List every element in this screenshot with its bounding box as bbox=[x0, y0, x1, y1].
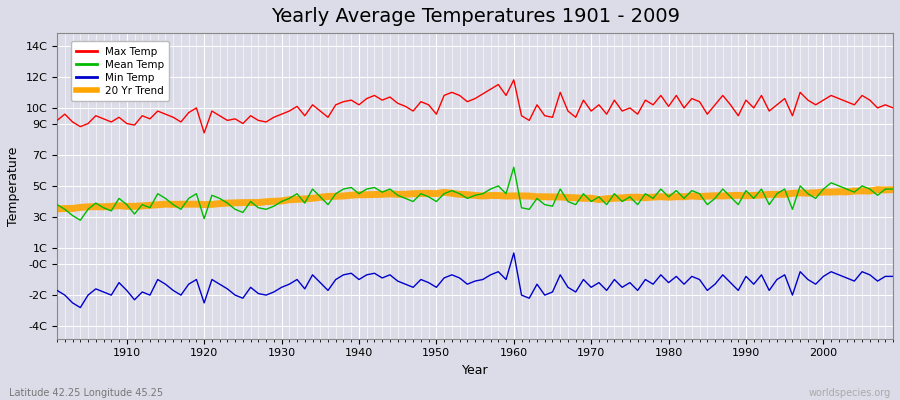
Text: worldspecies.org: worldspecies.org bbox=[809, 388, 891, 398]
Y-axis label: Temperature: Temperature bbox=[7, 146, 20, 226]
Legend: Max Temp, Mean Temp, Min Temp, 20 Yr Trend: Max Temp, Mean Temp, Min Temp, 20 Yr Tre… bbox=[71, 41, 169, 101]
Text: Latitude 42.25 Longitude 45.25: Latitude 42.25 Longitude 45.25 bbox=[9, 388, 163, 398]
Title: Yearly Average Temperatures 1901 - 2009: Yearly Average Temperatures 1901 - 2009 bbox=[271, 7, 680, 26]
X-axis label: Year: Year bbox=[462, 364, 489, 377]
